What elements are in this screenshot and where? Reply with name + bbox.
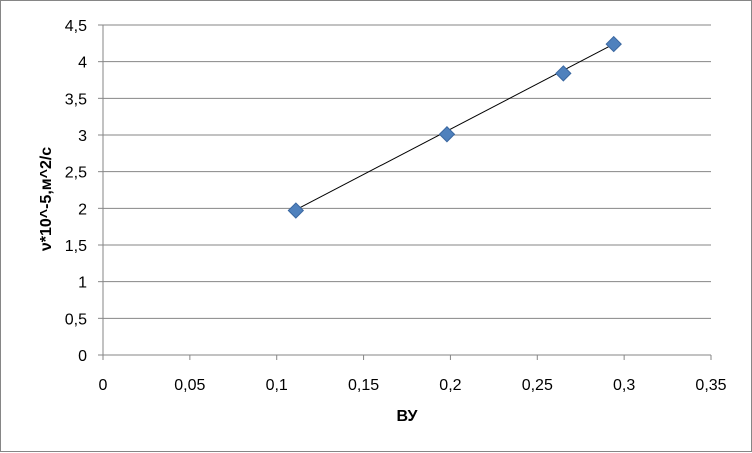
x-tick-label: 0,2 — [439, 377, 461, 394]
data-point — [438, 126, 456, 143]
tick-labels-layer: 0 0,5 1 1,5 2 2,5 3 3,5 4 4,5 0 0,05 0,1 0,15 0,2 0,25 0… — [65, 18, 727, 394]
y-tick-label: 4,5 — [65, 18, 87, 35]
y-tick-label: 4 — [78, 55, 87, 72]
points-layer — [287, 35, 622, 219]
x-tick-label: 0,3 — [613, 377, 635, 394]
x-tick-label: 0 — [99, 377, 108, 394]
data-point — [555, 65, 572, 82]
y-tick-label: 2 — [78, 201, 87, 218]
x-tick-label: 0,35 — [695, 377, 726, 394]
x-tick-label: 0,15 — [348, 377, 379, 394]
y-tick-label: 3 — [78, 128, 87, 145]
x-axis-title: ВУ — [397, 408, 419, 425]
y-axis-title: ν*10^-5,м^2/c — [38, 147, 55, 251]
y-tick-label: 3,5 — [65, 91, 87, 108]
y-tick-label: 1 — [78, 275, 87, 292]
x-tick-label: 0,1 — [266, 377, 288, 394]
axis-layer — [98, 24, 712, 360]
y-tick-label: 0,5 — [65, 311, 87, 328]
x-tick-label: 0,25 — [522, 377, 553, 394]
y-tick-label: 2,5 — [65, 165, 87, 182]
data-point — [605, 35, 622, 53]
y-tick-label: 1,5 — [65, 238, 87, 255]
data-point — [287, 202, 305, 219]
grid-layer — [103, 24, 711, 319]
x-tick-label: 0,05 — [174, 377, 205, 394]
y-tick-label: 0 — [78, 348, 87, 365]
